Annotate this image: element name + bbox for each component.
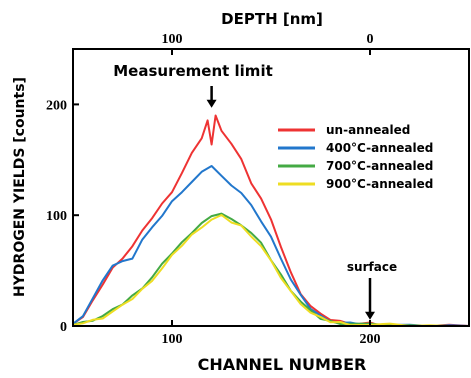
series-line-3 [72,214,469,327]
y-tick-label: 100 [46,209,67,224]
surface-arrowhead [365,311,375,320]
ticks-layer: 100 200 0 100 200 100 0 [46,32,381,347]
series-line-2 [72,212,469,327]
top-tick-label: 100 [162,32,183,47]
y-tick-label: 200 [46,98,67,113]
legend-label-3: 900°C-annealed [326,177,433,191]
top-tick-label: 0 [367,32,374,47]
annotations: Measurement limit surface [113,62,397,320]
measurement-limit-label: Measurement limit [113,62,273,80]
x-tick-label: 200 [360,332,381,347]
surface-label: surface [347,260,397,274]
legend: un-annealed 400°C-annealed 700°C-annealed 9… [278,123,433,191]
legend-label-2: 700°C-annealed [326,159,433,173]
measurement-limit-arrowhead [206,99,217,108]
x-axis-title: CHANNEL NUMBER [198,355,367,374]
legend-label-0: un-annealed [326,123,410,137]
y-tick-label: 0 [60,320,67,335]
top-axis-title: DEPTH [nm] [221,10,323,28]
y-axis-title: HYDROGEN YIELDS [counts] [12,77,28,297]
legend-label-1: 400°C-annealed [326,141,433,155]
x-tick-label: 100 [162,332,183,347]
plot-frame [72,48,470,327]
